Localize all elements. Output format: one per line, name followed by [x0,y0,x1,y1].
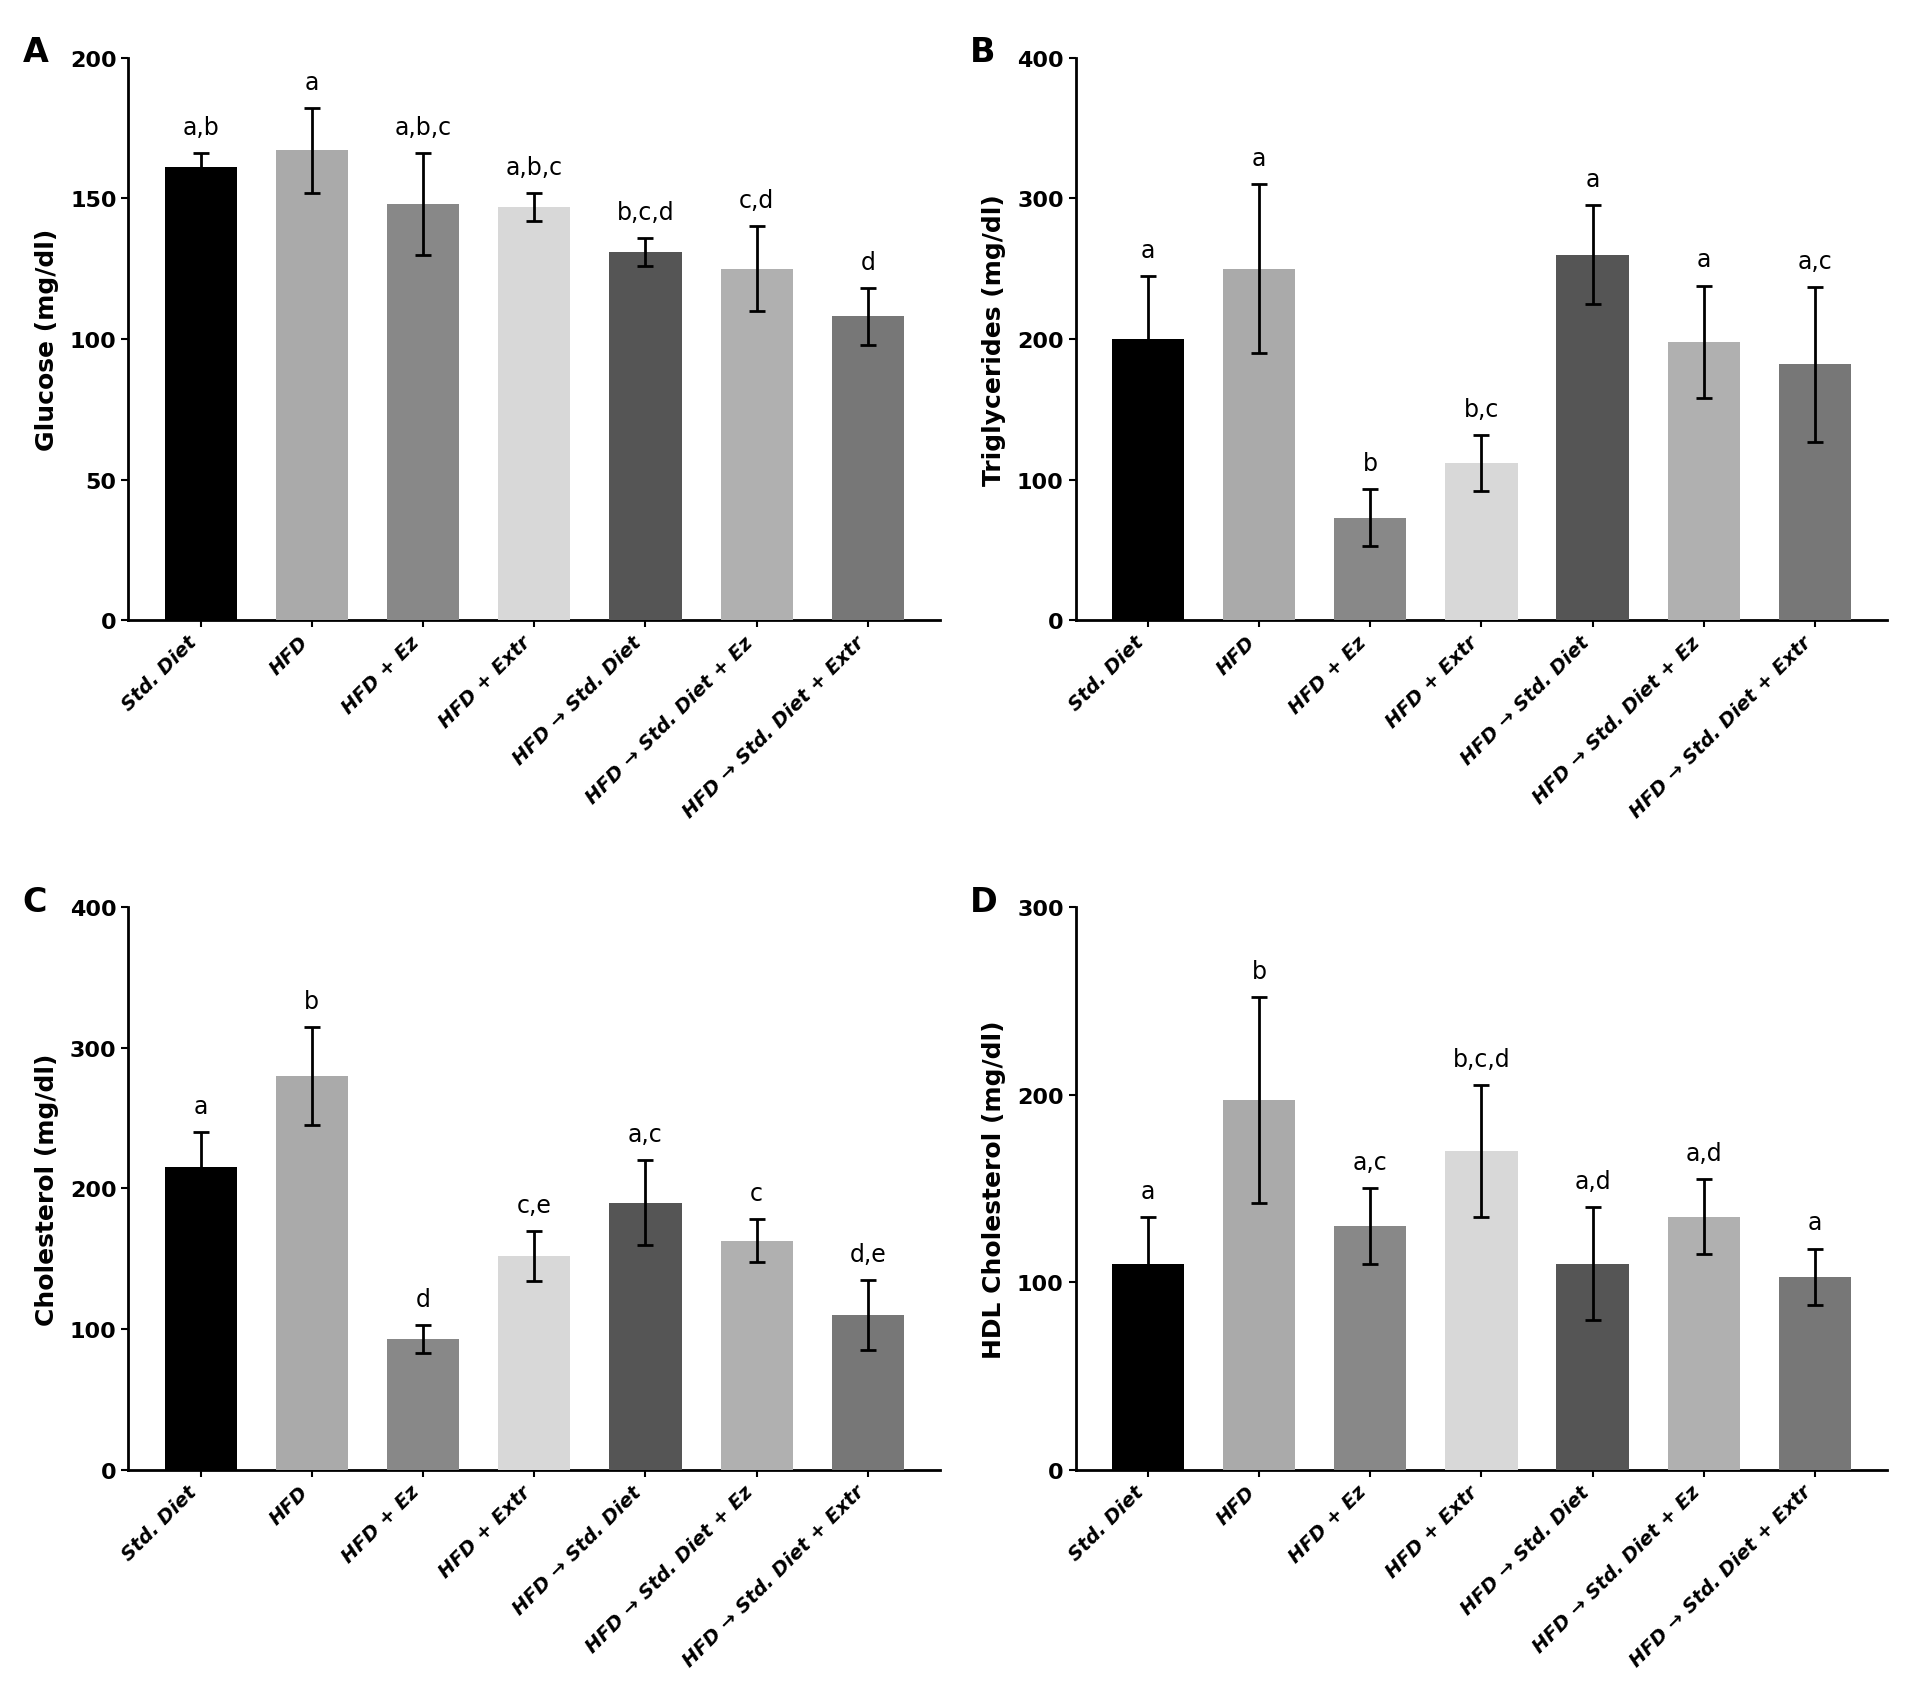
Bar [1111,339,1184,621]
Bar [1334,518,1407,621]
Text: a,c: a,c [628,1122,663,1147]
Y-axis label: HDL Cholesterol (mg/dl): HDL Cholesterol (mg/dl) [982,1020,1005,1357]
Text: a,c: a,c [1353,1151,1388,1175]
Bar [832,317,903,621]
Text: a,d: a,d [1574,1170,1611,1194]
Text: a: a [194,1095,208,1118]
Text: c: c [750,1182,763,1205]
Bar [609,252,682,621]
Bar [498,1257,571,1470]
Bar [721,1241,792,1470]
Text: b: b [1363,452,1378,476]
Text: a: a [1586,169,1599,193]
Bar [1668,343,1739,621]
Bar [1222,269,1295,621]
Bar [1780,365,1851,621]
Bar [165,1168,236,1470]
Text: b: b [304,989,319,1013]
Y-axis label: Triglycerides (mg/dl): Triglycerides (mg/dl) [982,194,1005,486]
Text: C: C [23,885,48,917]
Text: a: a [306,72,319,95]
Bar [1445,1151,1518,1470]
Text: c,d: c,d [740,189,775,213]
Bar [386,205,459,621]
Text: A: A [23,36,48,70]
Text: a: a [1697,249,1711,273]
Text: a,b,c: a,b,c [394,116,452,140]
Text: d: d [861,251,875,275]
Text: a,c: a,c [1797,249,1832,275]
Bar [386,1338,459,1470]
Bar [498,208,571,621]
Bar [165,169,236,621]
Text: a,b,c: a,b,c [505,155,563,179]
Bar [1445,464,1518,621]
Text: a: a [1140,239,1155,263]
Text: a: a [1251,147,1267,171]
Text: b,c,d: b,c,d [1453,1047,1511,1072]
Text: b: b [1251,960,1267,984]
Text: b,c: b,c [1465,397,1499,421]
Text: c,e: c,e [517,1194,552,1217]
Bar [1111,1263,1184,1470]
Bar [1334,1226,1407,1470]
Bar [1557,256,1628,621]
Bar [1668,1217,1739,1470]
Bar [275,152,348,621]
Y-axis label: Glucose (mg/dl): Glucose (mg/dl) [35,228,60,450]
Text: B: B [971,36,996,70]
Bar [1780,1277,1851,1470]
Text: a,b: a,b [183,116,219,140]
Text: b,c,d: b,c,d [617,201,675,225]
Bar [1222,1101,1295,1470]
Text: D: D [971,885,998,917]
Bar [1557,1263,1628,1470]
Bar [832,1315,903,1470]
Text: a: a [1140,1178,1155,1202]
Text: d,e: d,e [850,1243,886,1267]
Bar [275,1076,348,1470]
Text: d: d [415,1287,431,1311]
Text: a,d: a,d [1686,1141,1722,1165]
Bar [721,269,792,621]
Bar [609,1202,682,1470]
Y-axis label: Cholesterol (mg/dl): Cholesterol (mg/dl) [35,1052,60,1325]
Text: a: a [1809,1211,1822,1234]
